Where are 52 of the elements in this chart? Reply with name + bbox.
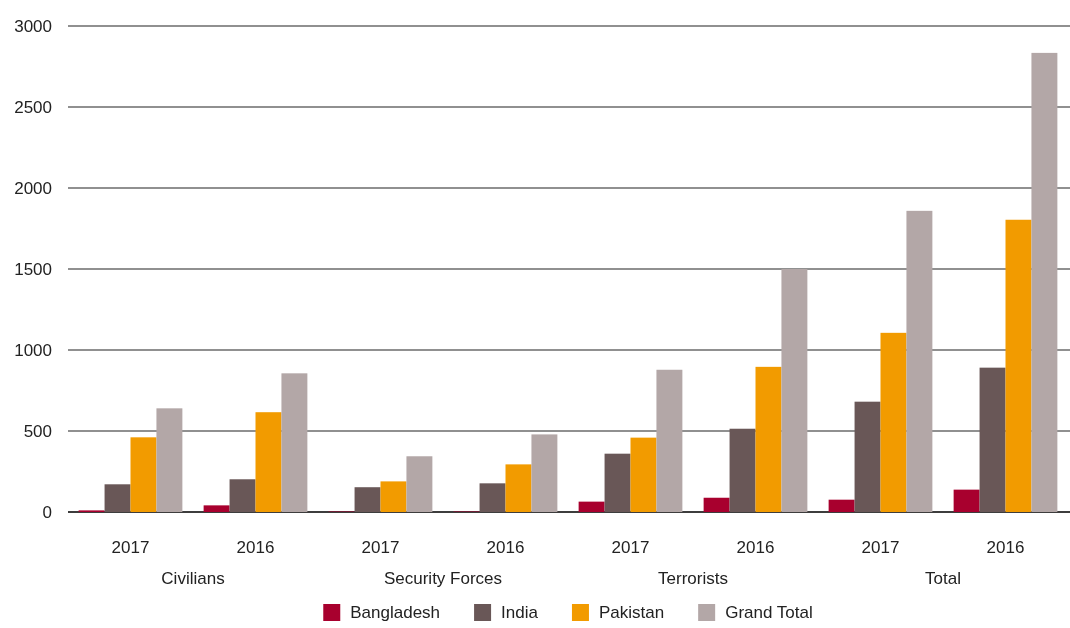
bar — [755, 366, 782, 512]
y-tick-label: 500 — [23, 421, 52, 441]
x-tick-label: 2017 — [861, 538, 900, 557]
bar — [880, 332, 907, 512]
bar — [229, 479, 256, 512]
text: Total — [925, 569, 961, 588]
bar — [505, 464, 532, 512]
legend-label: Bangladesh — [350, 603, 441, 622]
text: Security Forces — [383, 569, 503, 588]
y-tick-label: 1500 — [14, 259, 52, 279]
bar — [979, 367, 1006, 512]
bar — [406, 456, 433, 512]
bar — [380, 481, 407, 512]
bar — [1031, 52, 1058, 512]
x-tick-label: 2017 — [611, 538, 650, 557]
x-tick-label: 2016 — [236, 538, 275, 557]
bar — [354, 487, 381, 512]
x-tick-label: 2016 — [486, 538, 525, 557]
bar — [479, 483, 506, 512]
bar — [656, 369, 683, 512]
bar — [1005, 219, 1032, 512]
bar — [828, 499, 855, 512]
x-tick-label: 2017 — [361, 538, 400, 557]
bar — [953, 489, 980, 512]
bar — [630, 437, 657, 512]
bar — [156, 408, 183, 512]
y-tick-label: 2000 — [14, 178, 52, 198]
bar — [906, 210, 933, 512]
y-tick-label: 2500 — [14, 97, 52, 117]
legend-label: India — [501, 603, 539, 622]
y-tick-label: 1000 — [14, 340, 52, 360]
bar — [703, 497, 730, 512]
y-tick-label: 0 — [42, 502, 52, 522]
text: Civilians — [161, 569, 225, 588]
text: Terrorists — [658, 569, 728, 588]
x-tick-label: 2016 — [736, 538, 775, 557]
bar — [255, 412, 282, 512]
bar — [203, 505, 230, 512]
bar — [854, 401, 881, 512]
y-tick-label: 3000 — [14, 16, 52, 36]
bar — [729, 428, 756, 512]
bar — [578, 501, 605, 512]
bar — [531, 434, 558, 512]
bar — [281, 373, 308, 512]
bar — [604, 453, 631, 512]
x-tick-label: 2016 — [986, 538, 1025, 557]
legend-label: Pakistan — [598, 603, 665, 622]
bar — [130, 437, 157, 512]
x-tick-label: 2017 — [111, 538, 150, 557]
legend-label: Grand Total — [725, 603, 813, 622]
bar — [104, 484, 131, 512]
bar — [781, 269, 808, 512]
